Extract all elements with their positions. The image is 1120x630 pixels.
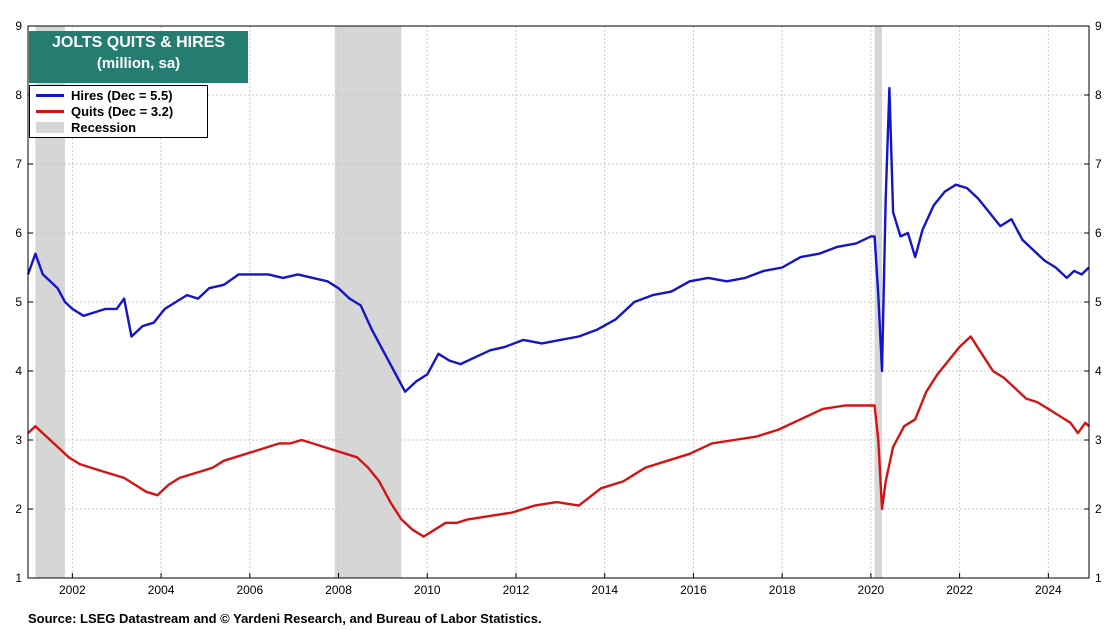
x-tick-label-6: 2014 (591, 583, 618, 597)
y-tick-label-right-0: 1 (1095, 571, 1102, 585)
y-tick-label-right-6: 7 (1095, 157, 1102, 171)
y-tick-label-left-6: 7 (15, 157, 22, 171)
legend-item-quits: Quits (Dec = 3.2) (36, 103, 173, 119)
y-tick-label-right-2: 3 (1095, 433, 1102, 447)
legend-label-recession: Recession (71, 119, 137, 135)
legend: Hires (Dec = 5.5) Quits (Dec = 3.2) Rece… (29, 85, 208, 138)
y-tick-label-right-3: 4 (1095, 364, 1102, 378)
x-tick-label-11: 2024 (1035, 583, 1062, 597)
y-tick-label-left-8: 9 (15, 19, 22, 33)
y-tick-label-right-7: 8 (1095, 88, 1102, 102)
x-tick-label-2: 2006 (236, 583, 263, 597)
y-tick-label-right-5: 6 (1095, 226, 1102, 240)
y-tick-label-left-3: 4 (15, 364, 22, 378)
y-tick-label-left-4: 5 (15, 295, 22, 309)
chart-title: JOLTS QUITS & HIRES (51, 34, 226, 51)
legend-swatch-recession (36, 121, 64, 133)
x-tick-label-1: 2004 (148, 583, 175, 597)
y-tick-label-right-1: 2 (1095, 502, 1102, 516)
x-tick-label-4: 2010 (414, 583, 441, 597)
y-tick-label-left-0: 1 (15, 571, 22, 585)
y-tick-label-left-2: 3 (15, 433, 22, 447)
y-tick-label-right-8: 9 (1095, 19, 1102, 33)
y-tick-label-right-4: 5 (1095, 295, 1102, 309)
legend-swatch-hires (36, 93, 64, 97)
y-tick-label-left-1: 2 (15, 502, 22, 516)
chart-subtitle: (million, sa) (96, 55, 181, 72)
x-tick-label-7: 2016 (680, 583, 707, 597)
x-tick-label-3: 2008 (325, 583, 352, 597)
x-tick-label-8: 2018 (769, 583, 796, 597)
y-tick-label-left-5: 6 (15, 226, 22, 240)
y-tick-label-left-7: 8 (15, 88, 22, 102)
x-tick-label-10: 2022 (946, 583, 973, 597)
legend-item-recession: Recession (36, 119, 136, 135)
legend-item-hires: Hires (Dec = 5.5) (36, 87, 173, 103)
source-note: Source: LSEG Datastream and © Yardeni Re… (28, 611, 542, 626)
series-line-hires (26, 86, 1090, 393)
x-tick-label-5: 2012 (503, 583, 530, 597)
series-lines (26, 86, 1090, 538)
x-tick-label-0: 2002 (59, 583, 86, 597)
chart-title-box: JOLTS QUITS & HIRES (million, sa) (29, 31, 248, 83)
legend-label-hires: Hires (Dec = 5.5) (71, 87, 173, 103)
legend-label-quits: Quits (Dec = 3.2) (71, 103, 174, 119)
legend-swatch-quits (36, 109, 64, 113)
x-tick-label-9: 2020 (858, 583, 885, 597)
series-line-quits (27, 335, 1090, 538)
axes: 1 1 2 2 3 3 4 4 5 5 6 6 7 7 8 8 9 9 2002 2004 2006 2008 2010 20… (15, 19, 1102, 597)
